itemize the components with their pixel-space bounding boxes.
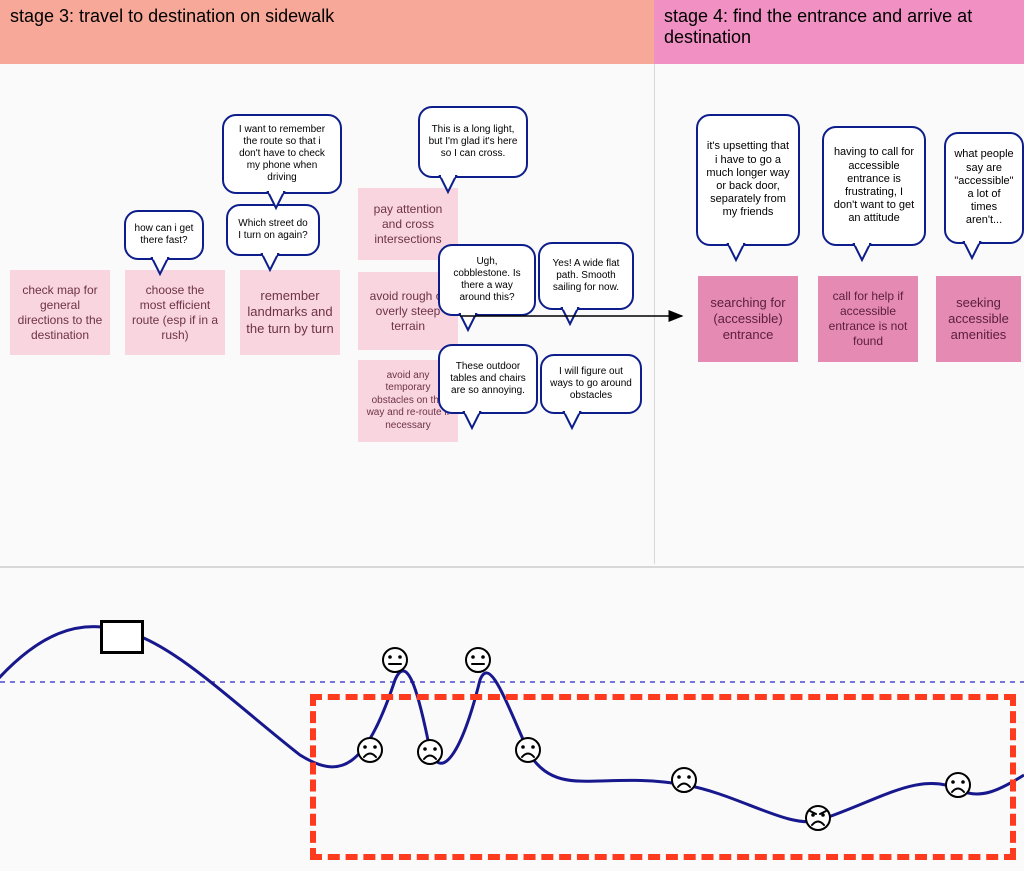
chart-highlight-box — [310, 694, 1016, 860]
emotion-face-sad-4 — [514, 736, 542, 764]
emotion-face-sad-2 — [356, 736, 384, 764]
emotion-face-sad-5 — [670, 766, 698, 794]
chart-marker-square — [100, 620, 144, 654]
emotion-face-sad-3 — [416, 738, 444, 766]
emotion-face-neutral-1 — [464, 646, 492, 674]
emotion-face-sad-7 — [944, 771, 972, 799]
emotion-face-angry-6 — [804, 804, 832, 832]
emotion-face-neutral-0 — [381, 646, 409, 674]
